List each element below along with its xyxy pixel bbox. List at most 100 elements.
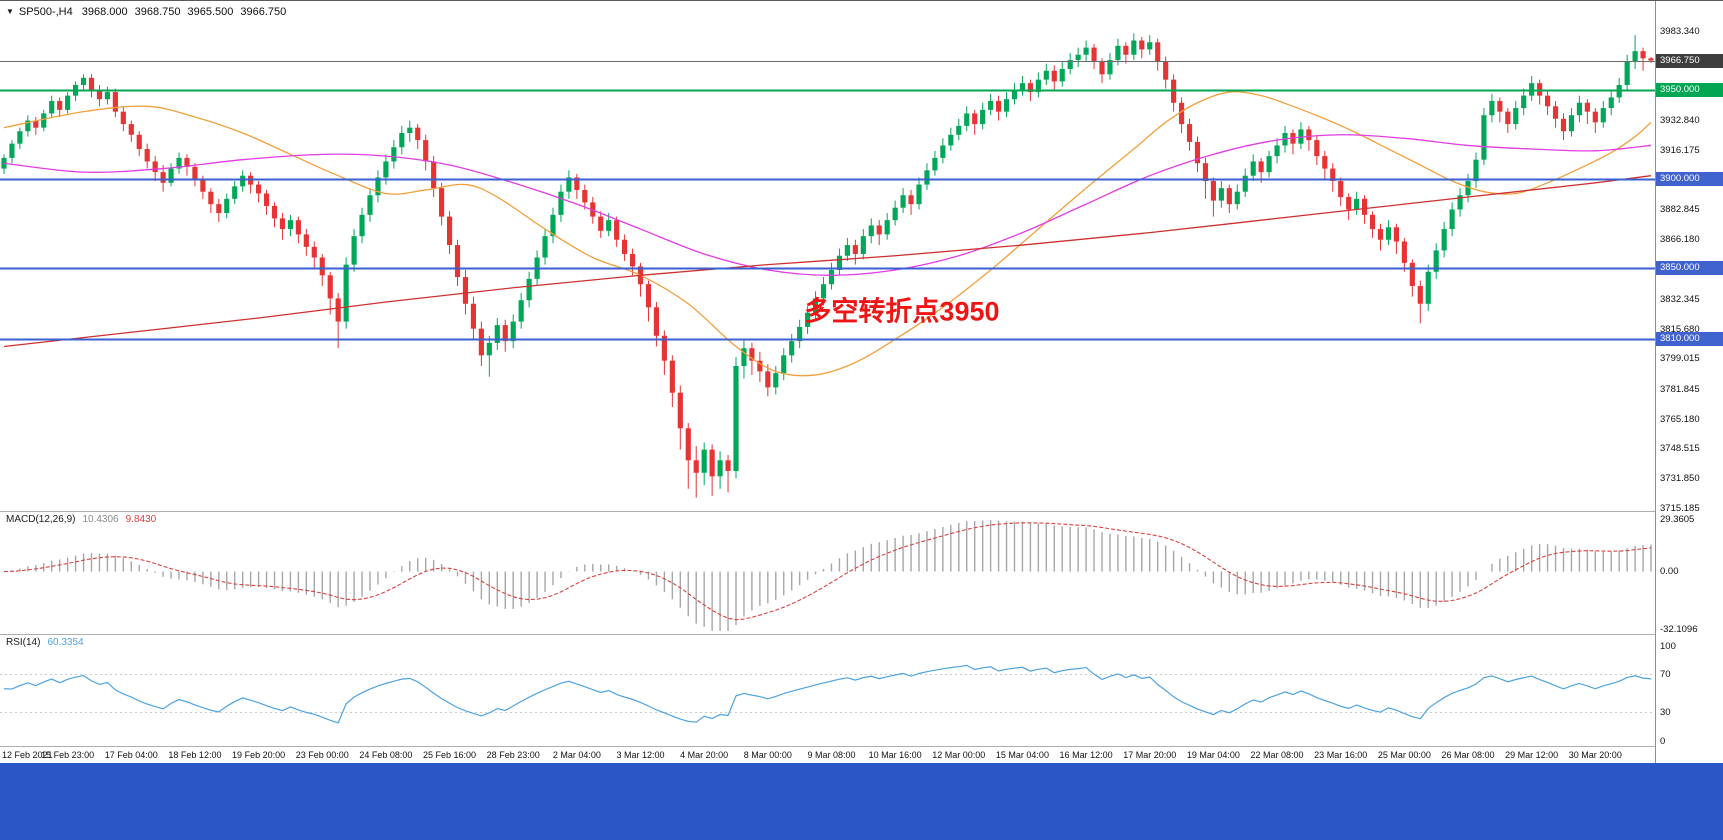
candle-body [200, 179, 206, 192]
candle-body [1560, 118, 1567, 132]
chart-title: ▼ SP500-,H4 3968.000 3968.750 3965.500 3966.7… [6, 6, 293, 18]
candle-body [1449, 209, 1455, 230]
ohlc-close-value: 3966.750 [240, 6, 287, 18]
candle-body [1250, 161, 1256, 176]
price-axis-label: 3983.340 [1660, 25, 1700, 37]
candle-body [566, 177, 572, 192]
price-level-badge: 3850.000 [1656, 261, 1723, 276]
time-axis-label: 22 Mar 08:00 [1250, 750, 1304, 760]
candle-body [1019, 83, 1026, 91]
macd-signal-value: 9.8430 [125, 514, 157, 525]
candle-body [1155, 42, 1161, 62]
macd-panel[interactable]: MACD(12,26,9) 10.4306 9.8430 [0, 512, 1655, 634]
candle-body [391, 147, 397, 162]
candle-body [1027, 83, 1033, 93]
candle-body [224, 198, 230, 214]
candle-body [1417, 285, 1423, 304]
candle-body [263, 193, 270, 206]
time-axis-label: 29 Mar 12:00 [1505, 750, 1559, 760]
candle-body [415, 127, 421, 141]
candle-body [104, 92, 110, 100]
candle-body [1346, 197, 1352, 210]
price-axis-label: 3781.845 [1660, 383, 1700, 395]
chart-collapse-icon[interactable]: ▼ [6, 7, 14, 16]
candle-body [1115, 45, 1121, 61]
candle-body [717, 460, 723, 477]
candle-body [176, 157, 182, 169]
ohlc-low-value: 3965.500 [187, 6, 234, 18]
candle-body [1640, 51, 1646, 59]
candle-body [701, 449, 707, 473]
candle-body [1202, 163, 1209, 182]
candle-body [470, 303, 477, 329]
candle-body [1274, 145, 1280, 157]
candle-body [1441, 229, 1447, 251]
candle-body [1059, 68, 1065, 82]
candle-body [789, 341, 795, 356]
candle-body [956, 125, 962, 135]
time-axis[interactable]: 12 Feb 2021 15 Feb 23:00 17 Feb 04:00 18 Fe… [0, 747, 1723, 763]
candle-body [709, 449, 715, 477]
macd-canvas [3, 519, 1652, 631]
chart-annotation-text: 多空转折点3950 [804, 296, 1000, 327]
candle-body [765, 371, 771, 388]
candle-body [216, 204, 222, 214]
candle-body [1457, 195, 1463, 210]
candle-body [279, 218, 286, 230]
candle-body [1091, 47, 1097, 62]
time-axis-label: 15 Mar 04:00 [995, 750, 1049, 760]
macd-axis-label: 0.00 [1660, 566, 1679, 578]
candle-body [1513, 108, 1519, 125]
price-chart-canvas[interactable] [0, 1, 1655, 511]
price-level-badge: 3966.750 [1656, 53, 1723, 68]
candle-body [629, 253, 636, 267]
time-axis-label: 3 Mar 12:00 [616, 750, 665, 760]
candle-body [319, 257, 325, 276]
candle-body [1369, 214, 1376, 230]
candle-body [685, 428, 691, 461]
price-level-badge: 3900.000 [1656, 172, 1723, 187]
time-axis-label: 4 Mar 20:00 [680, 750, 729, 760]
panel-separator[interactable] [0, 511, 1723, 512]
candle-body [1592, 111, 1598, 123]
candle-body [1632, 51, 1638, 62]
panel-separator[interactable] [0, 634, 1723, 635]
rsi-panel[interactable]: RSI(14) 60.3354 [0, 635, 1655, 746]
candle-body [972, 113, 978, 125]
price-axis-label: 3832.345 [1660, 294, 1700, 306]
candle-body [160, 172, 166, 183]
time-axis-label: 28 Feb 23:00 [486, 750, 540, 760]
candle-body [995, 100, 1002, 112]
candle-body [1385, 227, 1392, 240]
candle-body [1123, 45, 1129, 55]
candle-body [1576, 102, 1582, 116]
candle-body [1433, 250, 1439, 272]
candle-body [1481, 115, 1487, 160]
candle-body [1425, 271, 1431, 304]
candle-body [916, 184, 922, 205]
price-chart-panel[interactable]: ▼ SP500-,H4 3968.000 3968.750 3965.500 3966.7… [0, 1, 1655, 511]
candle-body [192, 166, 198, 180]
candle-body [614, 220, 620, 240]
candle-body [606, 220, 612, 231]
candle-body [1242, 175, 1248, 192]
candle-body [1099, 61, 1105, 75]
candle-body [510, 321, 516, 342]
price-scale[interactable]: 3983.340 3932.840 3916.175 3882.845 3866.180… [1655, 1, 1723, 763]
candle-body [49, 100, 55, 114]
candle-body [980, 109, 986, 125]
candle-body [805, 312, 811, 327]
time-axis-label: 19 Mar 04:00 [1186, 750, 1240, 760]
candle-body [1537, 83, 1543, 96]
candle-body [1377, 229, 1384, 240]
price-level-badge: 3810.000 [1656, 332, 1723, 347]
price-axis-label: 3932.840 [1660, 115, 1700, 127]
time-axis-label: 24 Feb 08:00 [359, 750, 413, 760]
price-axis-label: 3799.015 [1660, 353, 1700, 365]
candle-body [136, 134, 142, 150]
candle-body [1147, 42, 1153, 50]
candle-body [1401, 241, 1407, 263]
candle-body [33, 120, 39, 128]
time-axis-label: 12 Feb 2021 [2, 750, 53, 760]
